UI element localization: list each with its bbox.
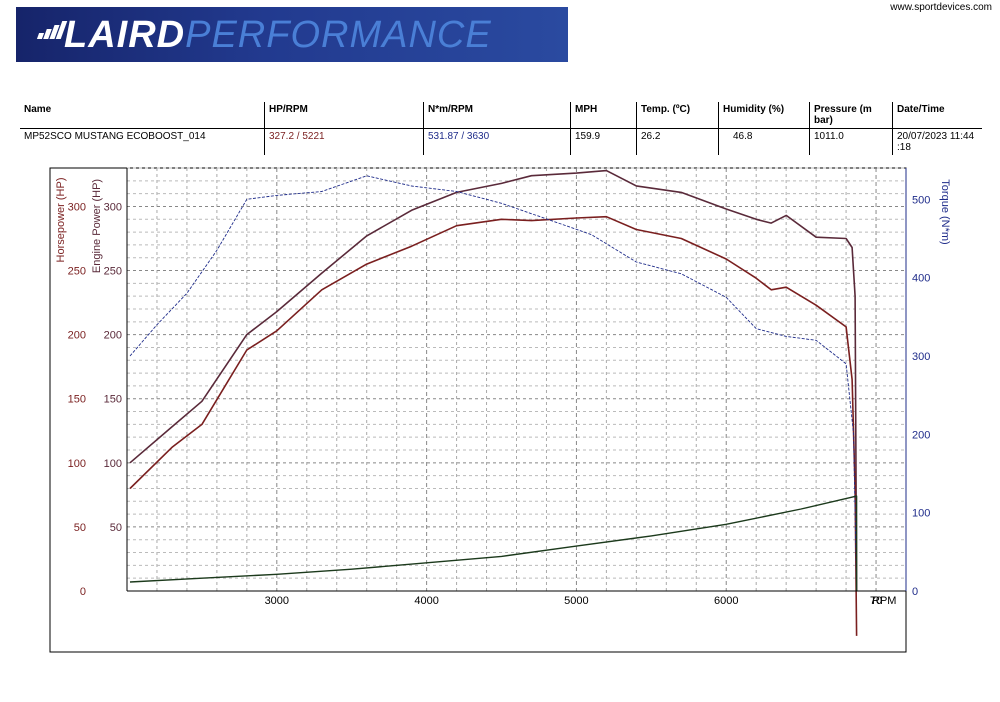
series-line-engine-power [129,169,858,592]
col-pressure: Pressure (m bar) [809,102,893,129]
brand-logo: LAIRDPERFORMANCE [64,16,492,54]
chart-grid [127,167,906,591]
y-tick-label-horsepower: 200 [68,330,86,342]
brand-strong: LAIRD [64,14,186,56]
y-tick-label-horsepower: 250 [68,266,86,278]
col-datetime: Date/Time [892,102,982,129]
y-tick-label-torque: 200 [912,429,930,441]
y-tick-label-horsepower: 50 [74,522,86,534]
y-tick-label-engine-power: 50 [110,522,122,534]
cell-temp: 26.2 [636,128,719,155]
col-hp-rpm: HP/RPM [264,102,424,129]
col-nm-rpm: N*m/RPM [423,102,571,129]
y-tick-label-horsepower: 150 [68,394,86,406]
y-axis-label-engine-power: Engine Power (HP) [91,179,103,273]
x-tick-label: 6000 [714,595,738,607]
y-tick-label-engine-power: 100 [104,458,122,470]
series-line-speed [129,495,858,591]
x-tick-label: 70 [870,595,882,607]
y-tick-label-engine-power: 200 [104,330,122,342]
col-name: Name [20,102,265,129]
series-line-torque [129,175,858,592]
y-tick-label-engine-power: 150 [104,394,122,406]
chart-ticks: 0501001502002503005010015020025030001002… [68,194,931,607]
y-tick-label-torque: 0 [912,586,918,598]
x-axis-label: RPM [872,595,896,607]
cell-nm-rpm: 531.87 / 3630 [423,128,571,155]
y-tick-label-engine-power: 300 [104,201,122,213]
col-mph: MPH [570,102,637,129]
chart-lines [129,169,858,636]
y-tick-label-torque: 500 [912,194,930,206]
cell-humidity: 46.8 [718,128,810,155]
table-row: MP52SCO MUSTANG ECOBOOST_014 327.2 / 522… [20,128,982,155]
cell-pressure: 1011.0 [809,128,893,155]
x-tick-label: 4000 [414,595,438,607]
run-info-table: Name HP/RPM N*m/RPM MPH Temp. (ºC) Humid… [20,102,982,155]
cell-datetime: 20/07/2023 11:44 :18 [892,128,982,155]
y-axis-label-horsepower: Horsepower (HP) [55,178,67,263]
website-link[interactable]: www.sportdevices.com [890,2,992,13]
y-tick-label-horsepower: 100 [68,458,86,470]
y-tick-label-horsepower: 300 [68,201,86,213]
cell-hp-rpm: 327.2 / 5221 [264,128,424,155]
table-header-row: Name HP/RPM N*m/RPM MPH Temp. (ºC) Humid… [20,102,982,129]
x-tick-label: 5000 [564,595,588,607]
y-tick-label-torque: 300 [912,351,930,363]
y-tick-label-torque: 400 [912,273,930,285]
cell-name: MP52SCO MUSTANG ECOBOOST_014 [24,131,206,142]
brand-light: PERFORMANCE [185,14,492,56]
logo-banner: LAIRDPERFORMANCE [16,7,568,62]
y-tick-label-horsepower: 0 [80,586,86,598]
y-tick-label-torque: 100 [912,508,930,520]
col-temp: Temp. (ºC) [636,102,719,129]
x-tick-label: 3000 [265,595,289,607]
series-line-horsepower [129,215,858,636]
y-tick-label-engine-power: 250 [104,266,122,278]
col-humidity: Humidity (%) [718,102,810,129]
cell-mph: 159.9 [570,128,637,155]
y-axis-label-torque: Torque (N*m) [939,179,951,244]
